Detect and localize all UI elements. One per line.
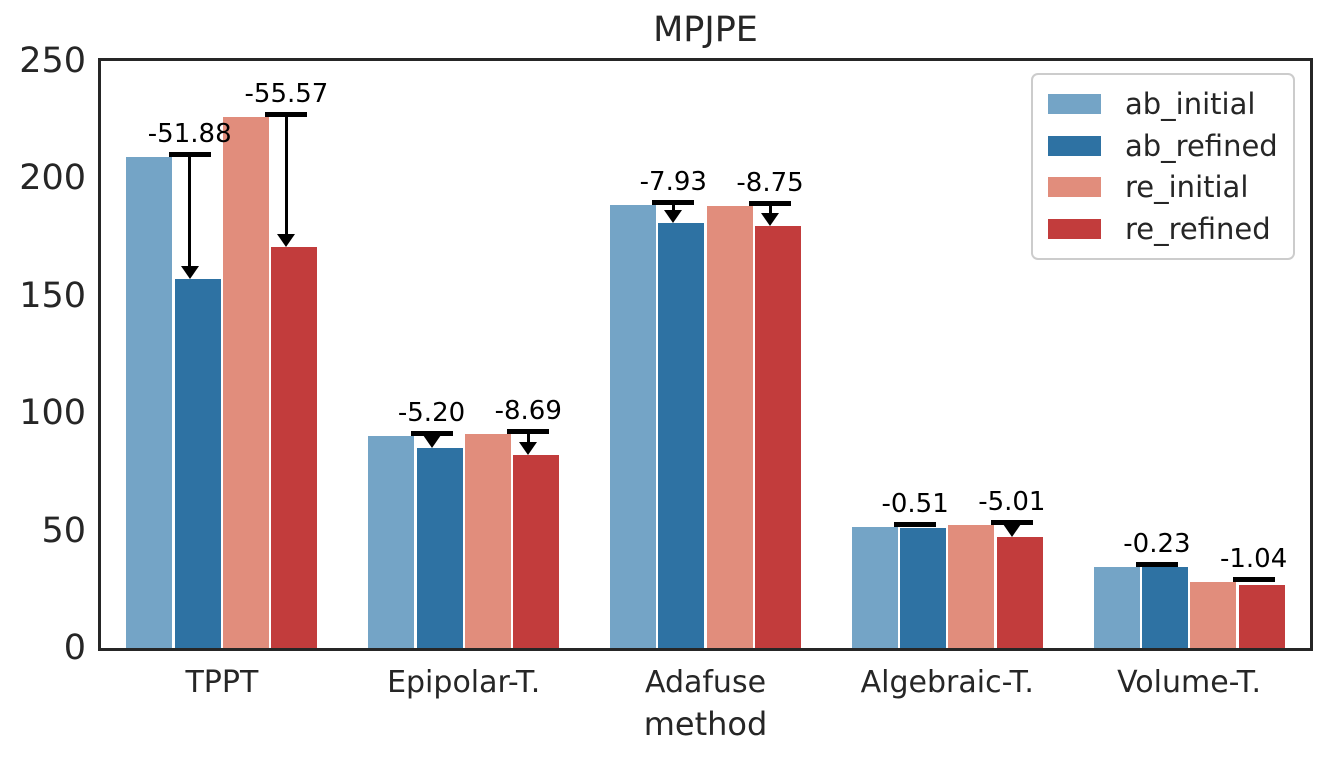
legend-item-re_refined: re_refined [1033, 213, 1293, 245]
bar-ab_refined-Epipolar-T. [416, 448, 463, 648]
annotation-cap [894, 521, 937, 527]
bar-re_refined-TPPT [271, 247, 318, 648]
annotation-cap [168, 152, 211, 158]
annotation-label: -0.51 [881, 488, 949, 519]
legend: ab_initial ab_refined re_initial re_refined [1031, 73, 1295, 260]
legend-item-ab_initial: ab_initial [1033, 88, 1293, 120]
annotation-label: -8.75 [736, 167, 804, 198]
bar-re_initial-Algebraic-T. [948, 525, 995, 648]
annotation-arrowhead [1002, 524, 1021, 538]
bar-ab_initial-Volume-T. [1093, 566, 1140, 648]
legend-swatch-re_initial [1048, 177, 1101, 198]
bar-re_initial-TPPT [223, 116, 270, 648]
x-tick-label: Adafuse [644, 665, 767, 700]
annotation-arrowhead [519, 441, 538, 455]
bar-re_initial-Epipolar-T. [464, 434, 511, 648]
y-tick-label: 200 [19, 158, 86, 199]
y-tick-label: 250 [19, 41, 86, 81]
annotation-cap [990, 520, 1033, 526]
annotation-arrow-shaft [188, 157, 192, 269]
annotation-arrowhead [761, 213, 780, 227]
bar-re_refined-Volume-T. [1238, 584, 1285, 648]
legend-label: re_initial [1125, 170, 1249, 205]
annotation-label: -0.23 [1123, 528, 1191, 559]
bar-ab_initial-Adafuse [609, 204, 656, 648]
annotation-arrow-shaft [526, 434, 530, 444]
annotation-label: -7.93 [639, 166, 707, 197]
annotation-cap [652, 199, 695, 205]
annotation-cap [1232, 577, 1275, 583]
annotation-arrow-shaft [671, 204, 675, 213]
x-tick-label: Algebraic-T. [860, 665, 1034, 700]
legend-label: re_refined [1125, 211, 1271, 246]
annotation-arrowhead [180, 266, 199, 280]
annotation-cap [265, 111, 308, 117]
chart-title: MPJPE [653, 10, 758, 50]
y-tick-label: 0 [63, 628, 86, 668]
annotation-label: -5.20 [397, 397, 466, 428]
bar-ab_initial-Epipolar-T. [368, 435, 415, 648]
legend-label: ab_refined [1125, 128, 1278, 163]
bar-ab_refined-Volume-T. [1141, 567, 1188, 648]
annotation-cap [410, 430, 453, 436]
x-axis-label: method [643, 705, 768, 743]
annotation-label: -1.04 [1219, 544, 1288, 575]
x-tick-label: Volume-T. [1117, 665, 1262, 700]
annotation-cap [1135, 561, 1178, 567]
legend-swatch-ab_initial [1048, 94, 1101, 115]
bar-re_refined-Adafuse [755, 226, 802, 648]
annotation-arrowhead [277, 234, 296, 248]
annotation-label: -5.01 [978, 487, 1046, 518]
bar-ab_refined-Adafuse [658, 223, 705, 648]
bar-ab_initial-Algebraic-T. [851, 526, 898, 648]
legend-item-re_initial: re_initial [1033, 171, 1293, 203]
bar-re_initial-Volume-T. [1190, 582, 1237, 648]
legend-swatch-re_refined [1048, 218, 1101, 239]
annotation-label: -8.69 [494, 396, 562, 427]
bar-re_initial-Adafuse [706, 205, 753, 648]
annotation-arrowhead [664, 210, 683, 224]
annotation-arrow-shaft [768, 205, 772, 216]
annotation-cap [749, 200, 792, 206]
y-tick-label: 50 [41, 510, 86, 551]
y-tick-label: 150 [19, 275, 86, 316]
annotation-label: -51.88 [147, 119, 232, 150]
bar-re_refined-Algebraic-T. [996, 537, 1043, 648]
bar-ab_refined-Algebraic-T. [900, 527, 947, 648]
annotation-arrow-shaft [284, 116, 288, 237]
legend-item-ab_refined: ab_refined [1033, 130, 1293, 162]
bar-re_refined-Epipolar-T. [513, 454, 560, 648]
y-tick-label: 100 [19, 393, 86, 434]
x-tick-label: TPPT [185, 665, 259, 700]
legend-label: ab_initial [1125, 87, 1256, 122]
bar-ab_initial-TPPT [126, 157, 173, 648]
legend-swatch-ab_refined [1048, 135, 1101, 156]
x-tick-label: Epipolar-T. [387, 665, 541, 700]
annotation-cap [507, 429, 550, 435]
bar-ab_refined-TPPT [174, 279, 221, 648]
annotation-label: -55.57 [244, 78, 329, 109]
annotation-arrowhead [422, 435, 441, 449]
